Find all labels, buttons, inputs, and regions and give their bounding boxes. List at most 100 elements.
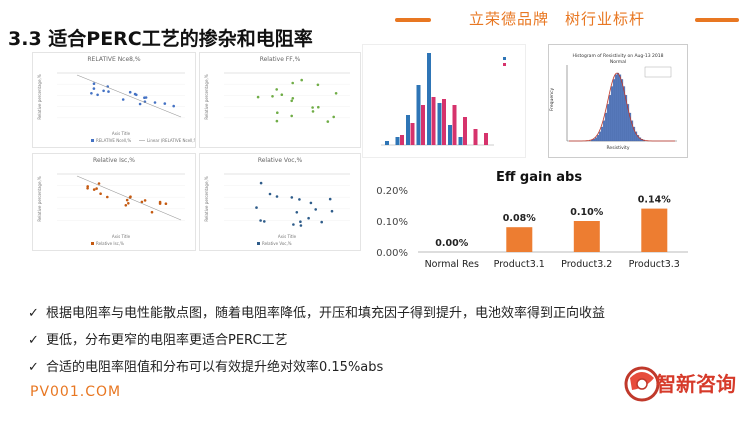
scatter-point (164, 202, 168, 205)
scatter-title: Relative Voc,% (257, 157, 303, 164)
banner-right-line (695, 18, 739, 22)
histogram-title: Histogram of Resistivity on Aug-13 2018 (572, 54, 664, 59)
scatter-point (290, 99, 293, 103)
data-label: 0.00% (435, 238, 468, 249)
scatter-point (86, 185, 89, 188)
bar-series-pink (400, 135, 404, 145)
legend-label: Relative Isc,% (96, 241, 124, 246)
scatter-point (326, 120, 330, 123)
scatter-point (307, 216, 310, 220)
bar-product3-2 (573, 221, 600, 252)
bullet-item: ✓ 合适的电阻率阻值和分布可以有效提升绝对效率0.15%abs (28, 360, 384, 375)
histogram-bar (594, 137, 598, 142)
scatter-point (291, 81, 294, 85)
bar-series-pink (410, 123, 415, 145)
scatter-point (125, 198, 129, 202)
scatter-point (127, 202, 130, 205)
histogram-bar (610, 86, 614, 142)
legend-swatch (91, 242, 94, 245)
trend-line (76, 175, 182, 221)
y-tick-label: 0.00% (376, 248, 408, 259)
scatter-point (172, 104, 175, 108)
scatter-panel-ff: Relative FF,% Relative percentage,% (199, 52, 361, 148)
y-axis-title: Relative percentage,% (37, 74, 42, 119)
bar-series-pink (431, 97, 436, 145)
scatter-point (163, 102, 167, 105)
scatter-plot-ncell: Relative percentage,% Axis Title RELATIVE … (37, 72, 195, 143)
legend-swatch (503, 57, 506, 60)
scatter-point (314, 208, 317, 211)
bar-series-blue (385, 141, 389, 145)
scatter-point (316, 83, 320, 87)
scatter-point (97, 182, 101, 185)
y-axis-title: Relative percentage,% (37, 176, 42, 221)
histogram-bar (604, 112, 608, 142)
scatter-point (138, 102, 142, 106)
data-label: 0.10% (570, 207, 603, 218)
logo-text: 智新咨询 (656, 372, 736, 396)
bar-series-blue (427, 53, 431, 145)
scatter-point (121, 98, 125, 101)
scatter-point (268, 192, 272, 196)
scatter-point (133, 92, 137, 96)
scatter-point (102, 89, 105, 93)
y-tick-label: 0.20% (376, 186, 408, 197)
check-icon: ✓ (28, 360, 39, 375)
scatter-panel-isc: Relative Isc,% Relative percentage,% Axis… (32, 153, 196, 251)
scatter-point (317, 105, 320, 109)
scatter-point (290, 114, 293, 118)
bar-series-blue (406, 115, 410, 145)
footer-link[interactable]: PV001.COM (30, 384, 122, 400)
scatter-point (332, 115, 335, 119)
normal-fit-curve (569, 72, 675, 142)
category-label: Product3.2 (561, 259, 612, 270)
bar-series-pink (452, 105, 457, 145)
scatter-point (300, 78, 303, 82)
scatter-panel-ncell: RELATIVE Nce8,% Relative percentage,% Axi… (32, 52, 196, 148)
bullet-item: ✓ 根据电阻率与电性能散点图，随着电阻率降低，开压和填充因子得到提升，电池效率得到… (28, 306, 606, 321)
scatter-point (259, 181, 263, 185)
scatter-point (280, 93, 284, 96)
histogram-panel: Histogram of Resistivity on Aug-13 2018 … (548, 44, 688, 158)
histogram-bar (592, 138, 596, 142)
scatter-point (295, 211, 299, 214)
slide-title: 3.3 适合PERC工艺的掺杂和电阻率 (8, 28, 313, 50)
scatter-point (150, 210, 154, 214)
scatter-point (158, 202, 162, 205)
scatter-point (92, 188, 96, 191)
legend-label: Relative Voc,% (262, 241, 292, 246)
legend-swatch (503, 63, 506, 66)
header-banner: 立荣德品牌 树行业标杆 (395, 6, 743, 32)
histogram-bar (616, 72, 620, 142)
scatter-point (124, 204, 128, 207)
category-label: Product3.1 (494, 259, 545, 270)
scatter-title: RELATIVE Nce8,% (87, 56, 141, 63)
bar-series-pink (421, 105, 425, 145)
scatter-point (299, 224, 303, 227)
banner-left-line (395, 18, 431, 22)
scatter-point (153, 101, 157, 104)
bar-series-pink (484, 133, 488, 145)
histogram-bar (598, 131, 602, 142)
scatter-point (299, 220, 302, 223)
scatter-point (311, 106, 314, 109)
scatter-point (259, 219, 262, 222)
histogram-bar (618, 74, 622, 142)
scatter-point (92, 82, 96, 85)
bar-series-blue (437, 103, 442, 145)
scatter-point (143, 96, 146, 99)
bar-product3-3 (641, 208, 668, 252)
histogram-bar (608, 95, 612, 142)
histogram-bar (596, 135, 600, 142)
data-label: 0.08% (503, 213, 536, 224)
scatter-point (328, 197, 332, 201)
check-icon: ✓ (28, 306, 39, 321)
scatter-plot-isc: Relative percentage,% Axis Title Relative … (37, 173, 185, 246)
histogram-bar (606, 104, 610, 142)
chart-title: Eff gain abs (496, 170, 583, 185)
bar-product3-1 (506, 227, 533, 252)
scatter-point (330, 209, 334, 213)
x-axis-title: Axis Title (112, 234, 131, 239)
scatter-point (255, 206, 258, 209)
scatter-point (275, 119, 279, 123)
